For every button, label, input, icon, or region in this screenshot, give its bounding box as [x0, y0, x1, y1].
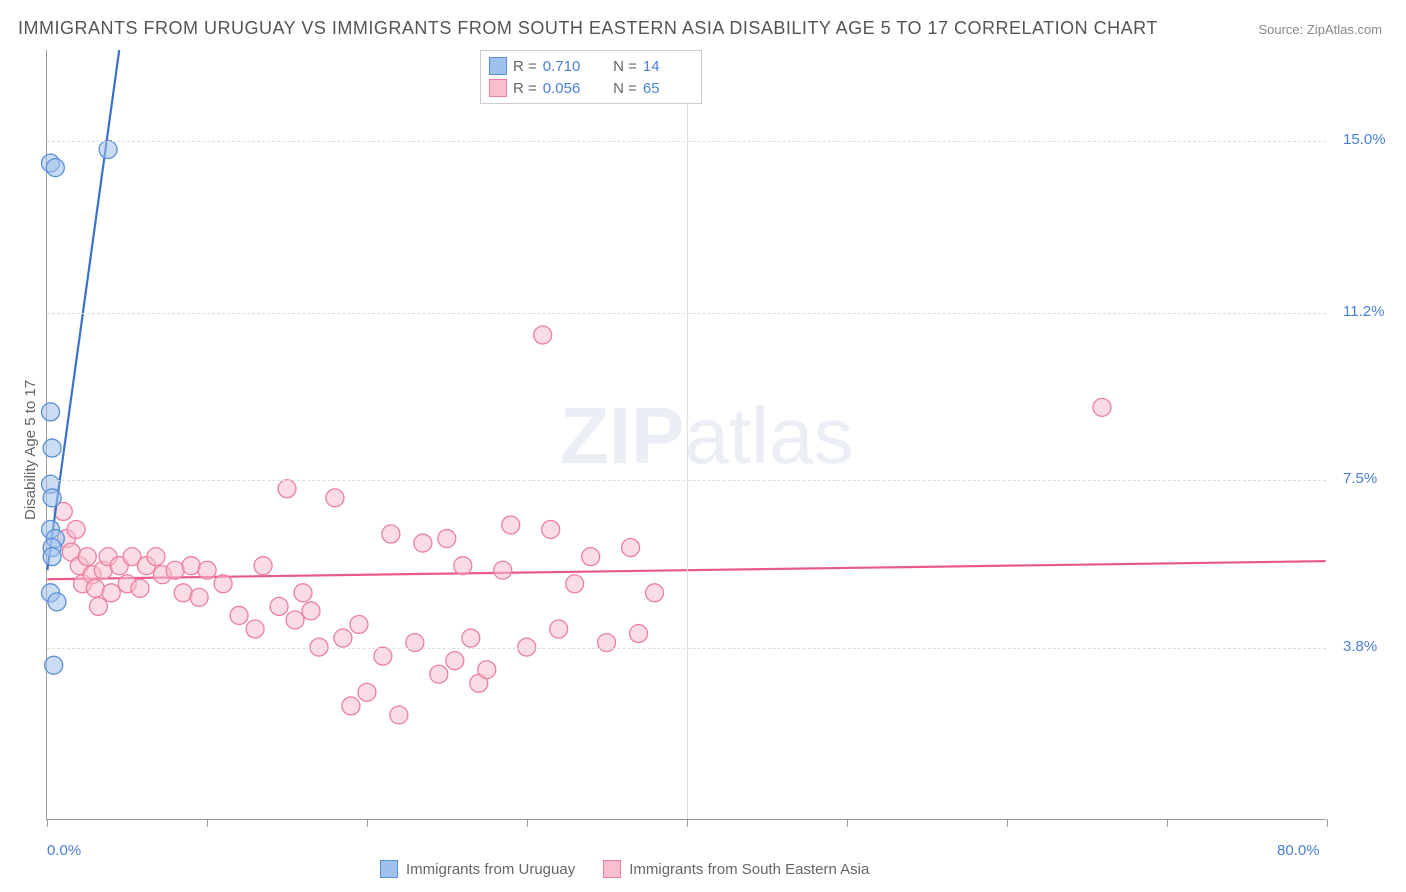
data-point [582, 548, 600, 566]
data-point [462, 629, 480, 647]
gridline-v [687, 50, 688, 819]
y-axis-title: Disability Age 5 to 17 [22, 380, 39, 520]
stat-n-label: N = [613, 80, 637, 97]
legend-item-sea: Immigrants from South Eastern Asia [603, 860, 869, 878]
data-point [566, 575, 584, 593]
data-point [630, 625, 648, 643]
data-point [67, 521, 85, 539]
data-point [646, 584, 664, 602]
stat-r-uruguay: 0.710 [543, 58, 593, 75]
data-point [43, 548, 61, 566]
data-point [131, 579, 149, 597]
y-tick-label: 15.0% [1343, 131, 1386, 148]
x-axis-min-label: 0.0% [47, 842, 81, 859]
swatch-uruguay [489, 57, 507, 75]
swatch-sea [489, 79, 507, 97]
data-point [414, 534, 432, 552]
y-tick-label: 11.2% [1343, 303, 1384, 320]
data-point [550, 620, 568, 638]
data-point [454, 557, 472, 575]
x-tick [527, 819, 528, 827]
stat-n-label: N = [613, 58, 637, 75]
data-point [246, 620, 264, 638]
legend-bottom: Immigrants from Uruguay Immigrants from … [380, 860, 869, 878]
data-point [534, 326, 552, 344]
data-point [43, 439, 61, 457]
data-point [190, 588, 208, 606]
data-point [230, 606, 248, 624]
x-tick [367, 819, 368, 827]
data-point [622, 539, 640, 557]
x-tick [1167, 819, 1168, 827]
x-axis-max-label: 80.0% [1277, 842, 1320, 859]
x-tick [847, 819, 848, 827]
data-point [99, 141, 117, 159]
data-point [182, 557, 200, 575]
legend-label-uruguay: Immigrants from Uruguay [406, 861, 575, 878]
chart-title: IMMIGRANTS FROM URUGUAY VS IMMIGRANTS FR… [18, 18, 1158, 39]
data-point [46, 159, 64, 177]
data-point [286, 611, 304, 629]
source-label: Source: ZipAtlas.com [1258, 22, 1382, 37]
data-point [48, 593, 66, 611]
stat-r-sea: 0.056 [543, 80, 593, 97]
data-point [45, 656, 63, 674]
data-point [198, 561, 216, 579]
data-point [1093, 398, 1111, 416]
stat-n-sea: 65 [643, 80, 693, 97]
stat-r-label: R = [513, 58, 537, 75]
data-point [342, 697, 360, 715]
data-point [86, 579, 104, 597]
data-point [494, 561, 512, 579]
data-point [382, 525, 400, 543]
data-point [43, 489, 61, 507]
data-point [374, 647, 392, 665]
stat-n-uruguay: 14 [643, 58, 693, 75]
legend-item-uruguay: Immigrants from Uruguay [380, 860, 575, 878]
stat-r-label: R = [513, 80, 537, 97]
data-point [430, 665, 448, 683]
data-point [390, 706, 408, 724]
data-point [294, 584, 312, 602]
x-tick [1007, 819, 1008, 827]
stats-row-sea: R = 0.056 N = 65 [489, 77, 693, 99]
data-point [438, 530, 456, 548]
data-point [358, 683, 376, 701]
y-tick-label: 3.8% [1343, 638, 1377, 655]
data-point [214, 575, 232, 593]
legend-label-sea: Immigrants from South Eastern Asia [629, 861, 869, 878]
x-tick [47, 819, 48, 827]
data-point [302, 602, 320, 620]
data-point [478, 661, 496, 679]
x-tick [207, 819, 208, 827]
swatch-uruguay-icon [380, 860, 398, 878]
data-point [166, 561, 184, 579]
data-point [502, 516, 520, 534]
data-point [270, 597, 288, 615]
data-point [78, 548, 96, 566]
stats-panel: R = 0.710 N = 14 R = 0.056 N = 65 [480, 50, 702, 104]
data-point [542, 521, 560, 539]
data-point [334, 629, 352, 647]
data-point [89, 597, 107, 615]
stats-row-uruguay: R = 0.710 N = 14 [489, 55, 693, 77]
data-point [446, 652, 464, 670]
data-point [42, 403, 60, 421]
data-point [174, 584, 192, 602]
data-point [278, 480, 296, 498]
swatch-sea-icon [603, 860, 621, 878]
x-tick [687, 819, 688, 827]
data-point [350, 615, 368, 633]
data-point [147, 548, 165, 566]
y-tick-label: 7.5% [1343, 470, 1377, 487]
data-point [102, 584, 120, 602]
plot-area: 3.8%7.5%11.2%15.0%0.0%80.0% [46, 50, 1326, 820]
data-point [326, 489, 344, 507]
data-point [254, 557, 272, 575]
x-tick [1327, 819, 1328, 827]
